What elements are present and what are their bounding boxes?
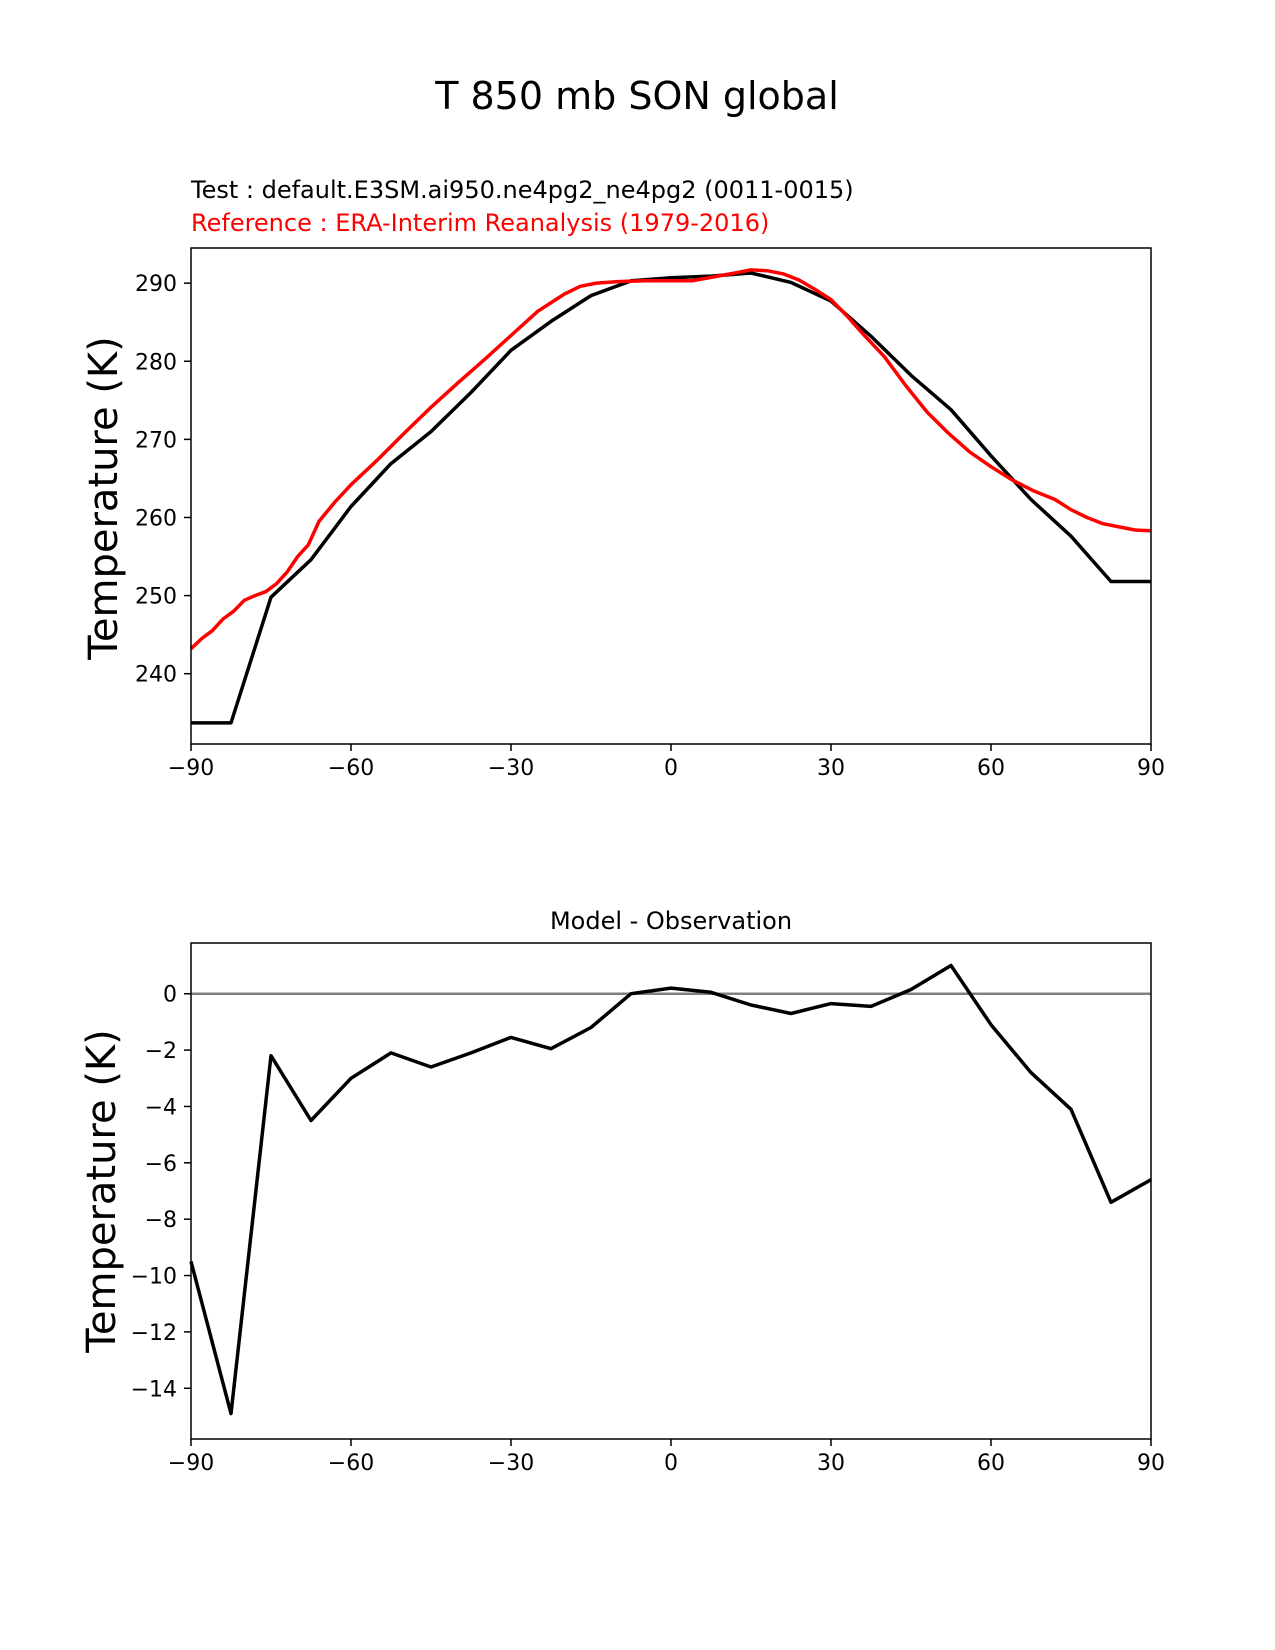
reference-label: Reference : ERA-Interim Reanalysis (1979… [191,209,769,237]
x-tick-label: 0 [664,1451,678,1476]
top-panel-lines [189,268,1152,725]
x-tick-label: −30 [488,1451,534,1476]
series-line-test [191,271,1151,725]
x-tick-label: 60 [977,756,1005,781]
x-tick-label: 90 [1137,1451,1165,1476]
x-tick-label: 0 [664,756,678,781]
bottom-panel-title: Model - Observation [550,907,792,935]
bottom-panel-ticks: −90 −60 −30 0 30 60 90 −14 −12 −10 −8 −6 −4 −2 0 [131,983,1165,1476]
y-tick-label: −8 [145,1208,177,1233]
x-tick-label: 30 [817,756,845,781]
x-tick-label: 30 [817,1451,845,1476]
bottom-panel: Temperature (K) −90 −60 −30 0 30 60 90−14−12−1… [79,942,1165,1476]
top-panel-ticks: −90 −60 −30 0 30 60 90 240 250 260 270 280 290 [135,272,1165,781]
x-tick-label: −30 [488,756,534,781]
y-tick-label: 250 [135,585,177,610]
y-tick-label: 240 [135,663,177,688]
y-tick-label: 270 [135,428,177,453]
series-line-model-observation [189,963,1152,1416]
y-tick-label: −6 [145,1152,177,1177]
series-line-reference [189,268,1152,650]
bottom-panel-frame [190,942,1152,1440]
y-tick-label: −14 [131,1377,177,1402]
x-tick-label: −90 [168,1451,214,1476]
figure-suptitle: T 850 mb SON global [434,74,839,118]
y-tick-label: 280 [135,350,177,375]
y-tick-label: −12 [131,1321,177,1346]
y-tick-label: −2 [145,1039,177,1064]
bottom-panel-ylabel: Temperature (K) [79,1029,125,1354]
test-label: Test : default.E3SM.ai950.ne4pg2_ne4pg2 … [190,176,854,204]
y-tick-label: 260 [135,506,177,531]
x-tick-label: −60 [328,756,374,781]
x-tick-label: 60 [977,1451,1005,1476]
y-tick-label: 0 [163,983,177,1008]
y-tick-label: −10 [131,1265,177,1290]
y-tick-label: −4 [145,1095,177,1120]
bottom-panel-lines [189,963,1152,1416]
x-tick-label: −90 [168,756,214,781]
top-panel-ylabel: Temperature (K) [81,336,127,661]
top-panel: Temperature (K) −90 −60 −30 0 30 60 90 240 250 26… [81,247,1165,781]
top-panel-frame [190,247,1152,745]
x-tick-label: −60 [328,1451,374,1476]
x-tick-label: 90 [1137,756,1165,781]
y-tick-label: 290 [135,272,177,297]
